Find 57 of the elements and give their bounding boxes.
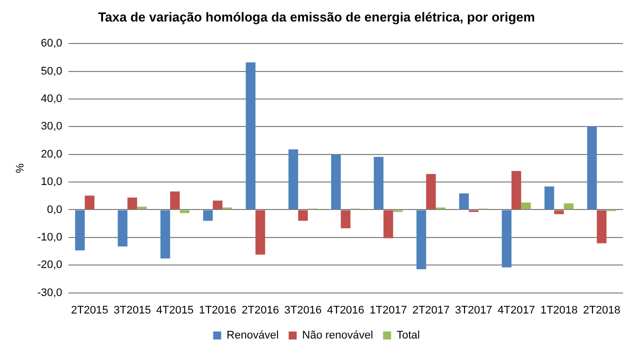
bar [288, 149, 298, 210]
x-tick-label: 3T2015 [114, 304, 151, 316]
bar [170, 191, 180, 210]
x-tick-label: 1T2016 [198, 304, 236, 316]
x-tick-label: 4T2015 [156, 304, 194, 316]
x-tick-label: 4T2016 [326, 304, 364, 316]
x-tick-label: 2T2016 [242, 304, 279, 316]
y-tick-label: 50,0 [40, 65, 62, 78]
bar [137, 206, 147, 210]
y-tick-label: -10,0 [37, 231, 62, 244]
bar [374, 156, 384, 210]
y-tick-label: 20,0 [40, 148, 62, 160]
legend-label: Não renovável [302, 330, 374, 342]
bar [212, 200, 222, 210]
y-tick-label: 0,0 [46, 204, 62, 216]
bar [459, 193, 469, 210]
bar [426, 174, 436, 210]
bar [564, 203, 574, 210]
y-tick-label: 40,0 [40, 93, 62, 106]
bar [180, 210, 190, 214]
y-tick-label: -30,0 [37, 286, 62, 299]
x-tick-label: 4T2017 [498, 304, 535, 316]
x-tick-label: 1T2018 [540, 304, 578, 316]
bar [75, 210, 85, 250]
bar [587, 126, 597, 210]
x-tick-label: 3T2016 [284, 304, 322, 316]
bar [203, 210, 213, 221]
bar [84, 196, 94, 210]
y-axis-title: % [14, 163, 27, 174]
x-tick-label: 2T2017 [412, 304, 450, 316]
legend-label: Total [396, 330, 420, 342]
bar [246, 62, 256, 210]
y-tick-label: 60,0 [40, 38, 62, 50]
y-tick-label: 30,0 [40, 120, 62, 133]
x-tick-label: 2T2015 [70, 304, 108, 316]
bar [160, 210, 170, 258]
x-tick-label: 1T2017 [370, 304, 407, 316]
bar [502, 210, 512, 268]
chart-title: Taxa de variação homóloga da emissão de energia elétrica, por origem [98, 9, 535, 24]
bar [298, 210, 308, 221]
y-tick-label: 10,0 [40, 176, 62, 188]
legend-label: Renovável [226, 330, 279, 342]
bar [127, 198, 138, 210]
bar [554, 210, 564, 214]
x-tick-label: 3T2017 [454, 304, 492, 316]
bar [255, 210, 266, 255]
bar [340, 210, 350, 228]
bar [511, 170, 522, 210]
bar [521, 202, 531, 210]
bar [416, 210, 426, 270]
bar [331, 154, 341, 210]
x-tick-label: 2T2018 [583, 304, 620, 316]
y-tick-label: -20,0 [37, 259, 62, 272]
bar [383, 210, 394, 238]
bar [118, 210, 128, 247]
bar [544, 186, 554, 210]
bar [596, 210, 606, 244]
